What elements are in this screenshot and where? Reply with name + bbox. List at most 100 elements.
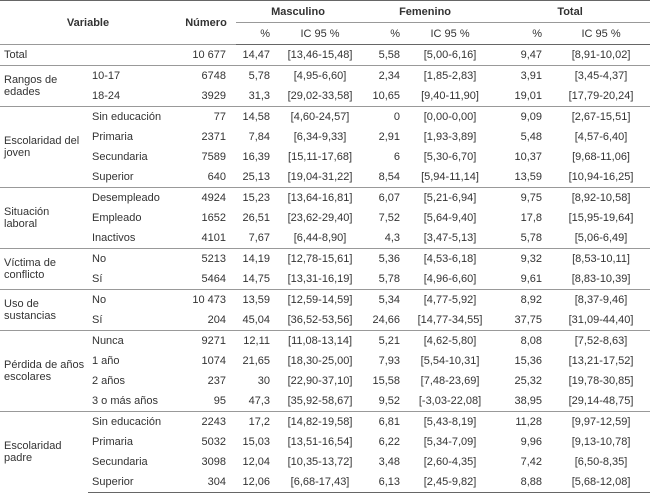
cell: 5,36 xyxy=(360,248,411,269)
cell: 5,48 xyxy=(520,131,543,143)
header-row: % IC 95 % % IC 95 % % IC 95 % xyxy=(0,22,650,45)
cell: 5032 xyxy=(201,436,227,448)
cell: 15,36 xyxy=(514,355,543,367)
cell: [6,50-8,35] xyxy=(574,456,628,468)
cell: [5,30-6,70] xyxy=(423,151,477,163)
cell: [14,77-34,55] xyxy=(417,314,483,326)
cell: 5213 xyxy=(176,248,237,269)
cell: [3,45-4,37] xyxy=(552,65,650,86)
row-label: Total xyxy=(0,44,177,66)
cell: [5,94-11,14] xyxy=(421,171,479,183)
cell: 4924 xyxy=(176,187,237,208)
cell: [13,64-16,81] xyxy=(280,187,361,208)
cell: [36,52-53,56] xyxy=(287,314,353,326)
header-cell: % xyxy=(360,22,411,45)
cell: 9,32 xyxy=(490,248,553,269)
cell: [17,79-20,24] xyxy=(568,90,634,102)
row-label: No xyxy=(88,248,177,269)
cell: [23,62-29,40] xyxy=(287,212,353,224)
cell: 5,78 xyxy=(378,273,401,285)
cell: 7,42 xyxy=(520,456,543,468)
header-cell: Masculino xyxy=(236,0,361,23)
cell: 13,59 xyxy=(514,171,543,183)
cell: [4,96-6,60] xyxy=(423,273,477,285)
table-row: Sí 5464 14,75 [13,31-16,19] 5,78 [4,96-6,60] 9… xyxy=(0,269,650,290)
cell: 4,3 xyxy=(384,232,401,244)
cell: 9,75 xyxy=(490,187,553,208)
cell: 304 xyxy=(176,472,237,493)
cell: 640 xyxy=(207,171,227,183)
cell: 8,88 xyxy=(490,472,553,493)
table-row: Víctima de conflicto No 5213 14,19 [12,78-15… xyxy=(0,248,650,290)
cell: 26,51 xyxy=(242,212,271,224)
table-row: Uso de sustancias No 10 473 13,59 [12,59-14,… xyxy=(0,289,650,331)
cell: 2243 xyxy=(176,411,237,432)
cell: 10,65 xyxy=(372,90,401,102)
cell: 9,09 xyxy=(490,106,553,127)
cell: 4101 xyxy=(201,232,227,244)
cell: 15,03 xyxy=(242,436,271,448)
cell: 14,19 xyxy=(236,248,281,269)
group-label: Pérdida de años escolares xyxy=(0,330,88,412)
cell: [0,00-0,00] xyxy=(410,106,491,127)
cell: [5,43-8,19] xyxy=(410,411,491,432)
cell: 12,04 xyxy=(242,456,271,468)
header-row: Variable Número Masculino Femenino Total xyxy=(0,0,650,45)
cell: [22,90-37,10] xyxy=(287,375,353,387)
cell: 8,54 xyxy=(378,171,401,183)
cell: [1,93-3,89] xyxy=(423,131,477,143)
cell: 5,58 xyxy=(360,44,411,66)
cell: 14,47 xyxy=(236,44,281,66)
row-label: Primaria xyxy=(92,131,133,143)
cell: [12,59-14,59] xyxy=(280,289,361,310)
table-row: Total 10 677 14,47 [13,46-15,48] 5,58 [5,00-6… xyxy=(0,44,650,66)
cell: 237 xyxy=(207,375,227,387)
row-label: Superior xyxy=(92,171,134,183)
cell: [15,11-17,68] xyxy=(288,151,353,163)
cell: 5,34 xyxy=(360,289,411,310)
cell: 204 xyxy=(207,314,227,326)
cell: [13,51-16,54] xyxy=(287,436,353,448)
cell: [5,21-6,94] xyxy=(410,187,491,208)
cell: [19,04-31,22] xyxy=(287,171,353,183)
cell: [9,40-11,90] xyxy=(421,90,479,102)
cell: [5,64-9,40] xyxy=(423,212,477,224)
table-row: Primaria 2371 7,84 [6,34-9,33] 2,91 [1,93-3,8… xyxy=(0,127,650,147)
table-row: Primaria 5032 15,03 [13,51-16,54] 6,22 [5,34-… xyxy=(0,432,650,452)
cell: 21,65 xyxy=(242,355,271,367)
cell: 9,47 xyxy=(490,44,553,66)
cell: 10 473 xyxy=(176,289,237,310)
cell: [10,35-13,72] xyxy=(287,456,353,468)
cell: 3,48 xyxy=(378,456,401,468)
table-row: Superior 304 12,06 [6,68-17,43] 6,13 [2,45-9,… xyxy=(0,472,650,493)
row-label: Secundaria xyxy=(92,456,148,468)
cell: [5,34-7,09] xyxy=(423,436,477,448)
cell: [5,06-6,49] xyxy=(574,232,628,244)
cell: 17,8 xyxy=(520,212,543,224)
cell: [13,46-15,48] xyxy=(280,44,361,66)
cell: 12,06 xyxy=(236,472,281,493)
cell: [9,13-10,78] xyxy=(571,436,631,448)
cell: [35,92-58,67] xyxy=(287,395,353,407)
cell: [7,52-8,63] xyxy=(552,330,650,351)
cell: 10,37 xyxy=(514,151,543,163)
header-cell: IC 95 % xyxy=(552,22,650,45)
cell: 8,92 xyxy=(490,289,553,310)
cell: 5,78 xyxy=(520,232,543,244)
group-label: Situación laboral xyxy=(0,187,88,249)
row-label: 1 año xyxy=(92,355,120,367)
cell: [31,09-44,40] xyxy=(568,314,634,326)
cell: [13,21-17,52] xyxy=(568,355,634,367)
table-row: 18-24 3929 31,3 [29,02-33,58] 10,65 [9,40-11,… xyxy=(0,86,650,107)
header-cell: % xyxy=(236,22,281,45)
cell: 45,04 xyxy=(242,314,271,326)
cell: 3929 xyxy=(201,90,227,102)
row-label: Sin educación xyxy=(88,106,177,127)
cell: 5464 xyxy=(201,273,227,285)
cell: [8,37-9,46] xyxy=(552,289,650,310)
cell: 12,11 xyxy=(236,330,281,351)
table-row: Escolaridad del joven Sin educación 77 14,5… xyxy=(0,106,650,188)
cell: [4,60-24,57] xyxy=(280,106,361,127)
cell: 9271 xyxy=(176,330,237,351)
table-row: Pérdida de años escolares Nunca 9271 12,11[… xyxy=(0,330,650,412)
